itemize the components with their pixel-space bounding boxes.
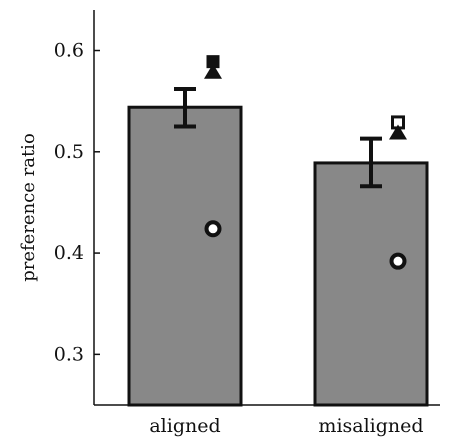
- bar-aligned: [129, 107, 241, 405]
- marker-hollow-circle-misaligned: [392, 255, 405, 268]
- bar-misaligned: [315, 163, 427, 405]
- y-tick-label: 0.4: [54, 242, 84, 264]
- y-tick-label: 0.5: [54, 141, 84, 163]
- y-tick-label: 0.3: [54, 343, 84, 365]
- x-category-label: misaligned: [318, 415, 423, 437]
- marker-hollow-circle-aligned: [207, 222, 220, 235]
- y-axis-label: preference ratio: [18, 133, 39, 282]
- x-category-label: aligned: [149, 415, 220, 437]
- bars-layer: [129, 107, 427, 405]
- y-tick-label: 0.6: [54, 40, 84, 62]
